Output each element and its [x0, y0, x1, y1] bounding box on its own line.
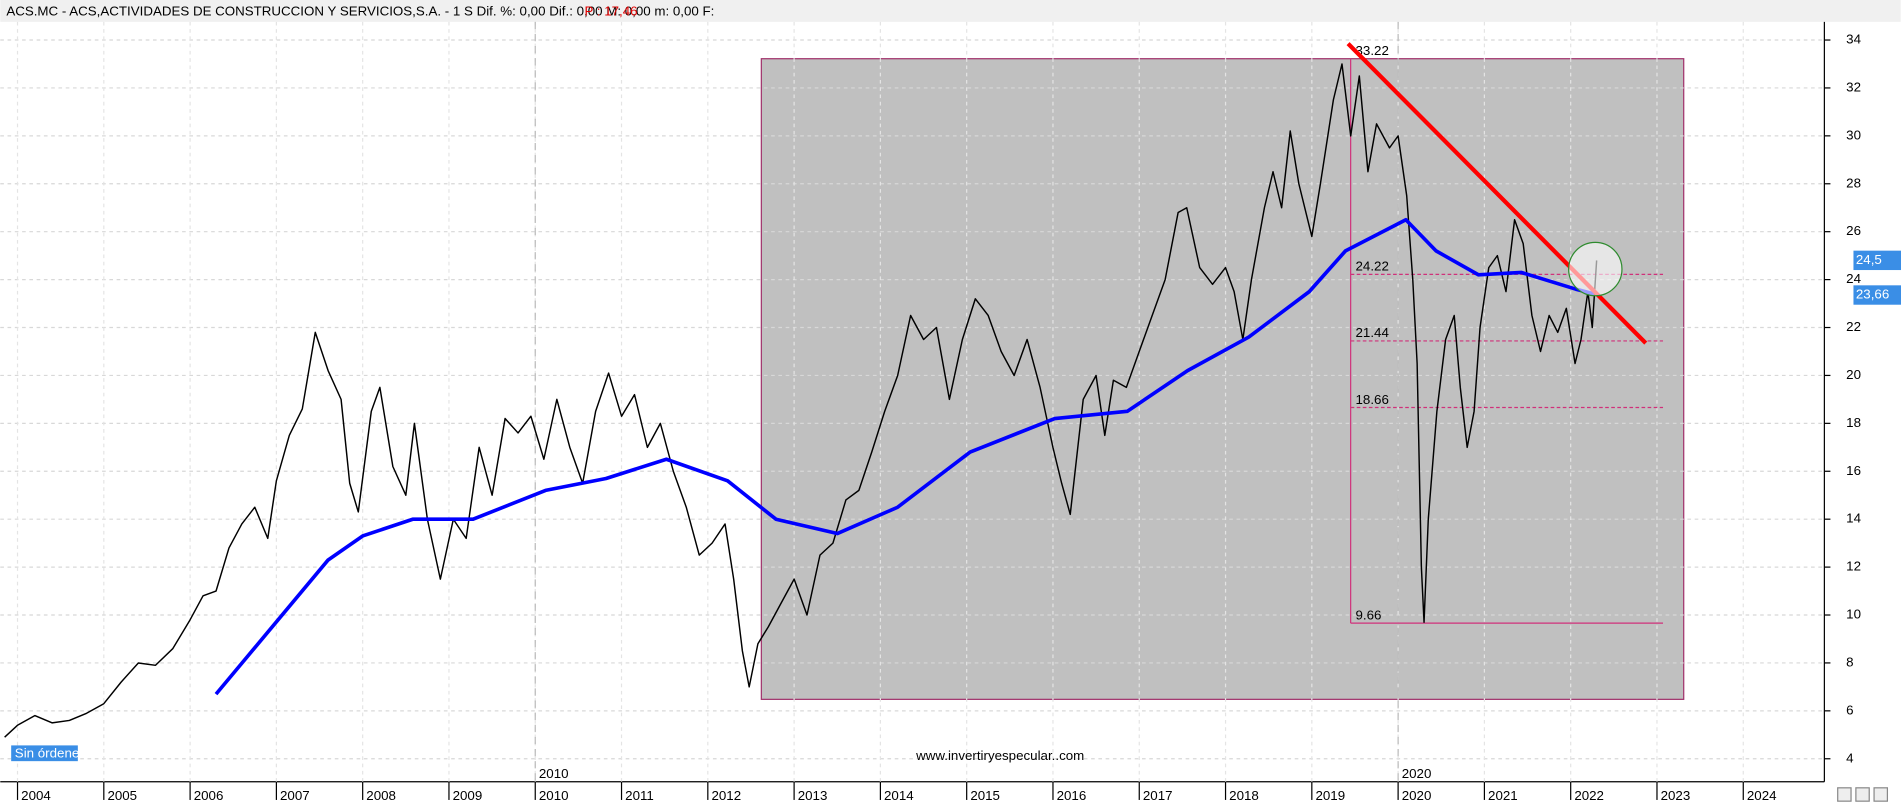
fib-label: 24.22: [1356, 259, 1389, 274]
y-tick-label: 6: [1846, 702, 1853, 717]
period-label: 2020: [1402, 766, 1432, 781]
x-tick-label: 2013: [798, 788, 828, 803]
y-tick-label: 28: [1846, 175, 1861, 190]
y-tick-label: 22: [1846, 319, 1861, 334]
fib-label: 9.66: [1356, 607, 1382, 622]
highlight-circle: [1568, 241, 1623, 297]
header: ACS.MC - ACS,ACTIVIDADES DE CONSTRUCCION…: [6, 4, 714, 19]
x-tick-label: 2008: [366, 788, 396, 803]
fib-label: 18.66: [1356, 392, 1389, 407]
y-tick-label: 32: [1846, 79, 1861, 94]
x-tick-label: 2011: [625, 788, 654, 803]
y-tick-label: 30: [1846, 127, 1861, 142]
x-tick-label: 2024: [1747, 788, 1777, 803]
y-tick-label: 4: [1846, 750, 1854, 765]
x-tick-label: 2007: [280, 788, 310, 803]
series-line: [214, 217, 1595, 696]
badge: Sin órdenes: [15, 745, 86, 760]
x-tick-label: 2015: [970, 788, 1000, 803]
x-tick-label: 2004: [21, 788, 51, 803]
last-label: 24,5: [1856, 252, 1882, 267]
header-bar: [0, 0, 1901, 22]
y-tick-label: 16: [1846, 463, 1861, 478]
badge-box: [11, 745, 78, 762]
last-label: 23,66: [1856, 287, 1889, 302]
y-tick-label: 14: [1846, 511, 1861, 526]
fib-label: 33.22: [1356, 43, 1389, 58]
x-tick-label: 2005: [107, 788, 137, 803]
fib-label: 21.44: [1356, 325, 1390, 340]
x-tick-label: 2006: [194, 788, 224, 803]
y-tick-label: 26: [1846, 223, 1861, 238]
x-tick-label: 2018: [1229, 788, 1259, 803]
last-label-box: [1853, 250, 1901, 271]
series-line: [4, 63, 1598, 738]
y-tick-label: 24: [1846, 271, 1861, 286]
y-tick-label: 12: [1846, 559, 1861, 574]
x-tick-label: 2017: [1143, 788, 1173, 803]
y-tick-label: 8: [1846, 654, 1853, 669]
watermark: www.invertiryespecular..com: [915, 748, 1084, 763]
period-label: 2010: [539, 766, 569, 781]
y-tick-label: 10: [1846, 607, 1861, 622]
icon[interactable]: [1855, 787, 1870, 802]
icon[interactable]: [1837, 787, 1852, 802]
y-tick-label: 18: [1846, 415, 1861, 430]
y-tick-label: 34: [1846, 32, 1861, 47]
x-tick-label: 2020: [1402, 788, 1432, 803]
x-tick-label: 2023: [1661, 788, 1691, 803]
last-label-box: [1853, 285, 1901, 305]
x-tick-label: 2010: [539, 788, 569, 803]
icon[interactable]: [1873, 787, 1889, 802]
x-tick-label: 2022: [1574, 788, 1604, 803]
fib-box: [760, 58, 1685, 700]
x-tick-label: 2014: [884, 788, 914, 803]
x-tick-label: 2012: [711, 788, 741, 803]
price-label: P : 17,46: [584, 4, 637, 19]
y-tick-label: 20: [1846, 367, 1861, 382]
x-tick-label: 2016: [1057, 788, 1087, 803]
x-tick-label: 2021: [1488, 788, 1518, 803]
x-tick-label: 2009: [453, 788, 483, 803]
x-tick-label: 2019: [1315, 788, 1345, 803]
